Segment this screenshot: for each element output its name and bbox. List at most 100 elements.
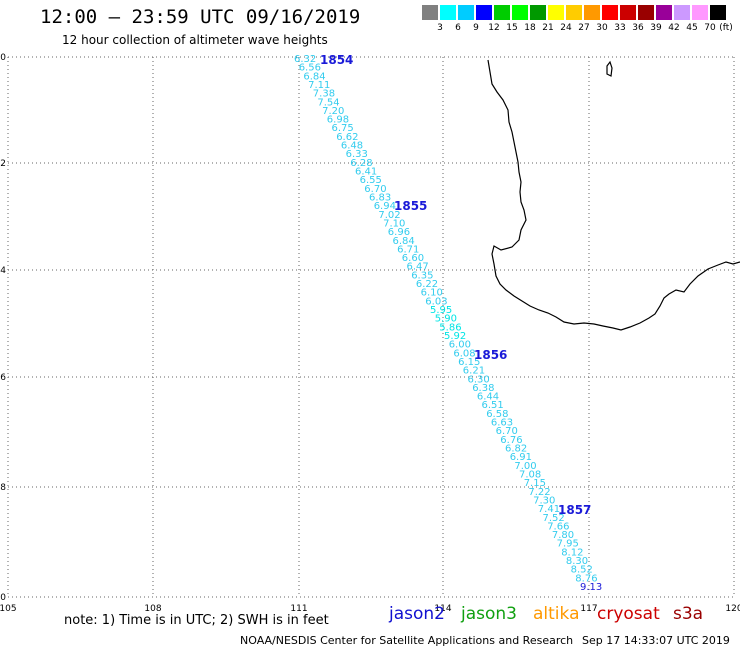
legend-swatch xyxy=(494,5,510,20)
swh-value: 7.54 xyxy=(317,97,339,108)
swh-value: 6.32 xyxy=(294,54,316,65)
lat-label: -32 xyxy=(0,159,6,169)
swh-value: 7.08 xyxy=(519,470,541,481)
page-title: 12:00 – 23:59 UTC 09/16/2019 xyxy=(40,6,361,28)
satellite-track: 6.326.566.847.117.387.547.206.986.756.62… xyxy=(294,54,602,593)
swh-value: 6.70 xyxy=(364,184,386,195)
coastline-western-australia xyxy=(487,59,740,331)
swh-value: 7.52 xyxy=(543,513,565,524)
swh-value: 7.10 xyxy=(383,219,405,230)
satellite-s3a: s3a xyxy=(673,604,704,624)
legend-swatch xyxy=(620,5,636,20)
legend-label: 70 xyxy=(704,23,716,33)
swh-value: 6.00 xyxy=(449,340,471,351)
swh-value: 6.58 xyxy=(486,409,508,420)
legend-swatch xyxy=(584,5,600,20)
satellite-altika: altika xyxy=(533,604,580,624)
legend-unit: (ft) xyxy=(719,23,733,33)
swh-value: 9.13 xyxy=(580,582,602,593)
legend-swatch xyxy=(602,5,618,20)
legend-label: 27 xyxy=(578,23,590,33)
swh-value: 7.20 xyxy=(322,106,344,117)
legend-swatch xyxy=(638,5,654,20)
legend-label: 3 xyxy=(437,23,443,33)
swh-value: 6.35 xyxy=(411,270,433,281)
legend-label: 12 xyxy=(488,23,500,33)
lat-label: -38 xyxy=(0,483,6,493)
legend-label: 18 xyxy=(524,23,536,33)
satellite-jason3: jason3 xyxy=(461,604,517,624)
swh-value: 8.12 xyxy=(561,547,583,558)
satellite-cryosat: cryosat xyxy=(597,604,660,624)
swh-value: 7.11 xyxy=(308,80,330,91)
legend-swatch xyxy=(476,5,492,20)
swh-value: 6.22 xyxy=(416,279,438,290)
swh-value: 7.15 xyxy=(524,478,546,489)
swh-value: 7.80 xyxy=(552,530,574,541)
lon-label: 120 xyxy=(725,604,740,614)
swh-value: 7.02 xyxy=(378,210,400,221)
swh-value: 7.66 xyxy=(547,521,569,532)
swh-value: 6.98 xyxy=(327,115,349,126)
swh-value: 6.96 xyxy=(388,227,410,238)
swh-value: 6.91 xyxy=(510,452,532,463)
legend-label: 9 xyxy=(473,23,479,33)
swh-value: 8.30 xyxy=(566,556,588,567)
lon-label: 114 xyxy=(434,604,451,614)
swh-value: 7.30 xyxy=(533,495,555,506)
legend-swatch xyxy=(458,5,474,20)
grid-lines xyxy=(7,56,735,598)
legend-label: 39 xyxy=(650,23,662,33)
swh-value: 6.55 xyxy=(360,175,382,186)
legend-label: 21 xyxy=(542,23,554,33)
time-label: 1855 xyxy=(394,199,427,213)
swh-value: 6.03 xyxy=(425,296,447,307)
swh-value: 5.95 xyxy=(430,305,452,316)
lon-label: 111 xyxy=(290,604,307,614)
swh-value: 6.56 xyxy=(299,63,321,74)
swh-value: 6.62 xyxy=(336,132,358,143)
legend-swatch xyxy=(566,5,582,20)
legend-label: 36 xyxy=(632,23,644,33)
legend-swatch xyxy=(674,5,690,20)
swh-value: 6.70 xyxy=(496,426,518,437)
credit-text: NOAA/NESDIS Center for Satellite Applica… xyxy=(240,634,574,647)
swh-value: 6.38 xyxy=(472,383,494,394)
page-subtitle: 12 hour collection of altimeter wave hei… xyxy=(62,33,328,47)
swh-value: 6.28 xyxy=(350,158,372,169)
legend-label: 24 xyxy=(560,23,572,33)
legend-swatch xyxy=(656,5,672,20)
lat-label: -34 xyxy=(0,266,6,276)
swh-value: 6.51 xyxy=(482,400,504,411)
swh-value: 5.86 xyxy=(439,322,461,333)
legend-label: 33 xyxy=(614,23,626,33)
legend-label: 15 xyxy=(506,23,518,33)
axis-labels: -30 -32 -34 -36 -38 -40105 108 111 114 117 120 xyxy=(0,53,740,614)
footer-note: note: 1) Time is in UTC; 2) SWH is in fe… xyxy=(64,613,329,628)
legend-label: 45 xyxy=(686,23,698,33)
legend-swatch xyxy=(710,5,726,20)
swh-value: 8.52 xyxy=(571,565,593,576)
swh-value: 6.76 xyxy=(500,435,522,446)
coastline-islet xyxy=(606,60,613,77)
legend-label: 30 xyxy=(596,23,608,33)
time-labels: 1854 1855 1856 1857 xyxy=(320,53,591,517)
swh-value: 6.63 xyxy=(491,418,513,429)
lat-label: -36 xyxy=(0,373,6,383)
swh-value: 6.41 xyxy=(355,167,377,178)
swh-value: 6.10 xyxy=(421,288,443,299)
legend-label: 42 xyxy=(668,23,680,33)
swh-value: 6.44 xyxy=(477,392,499,403)
swh-value: 6.82 xyxy=(505,444,527,455)
legend-swatch xyxy=(422,5,438,20)
swh-value: 6.75 xyxy=(332,123,354,134)
legend-swatch xyxy=(548,5,564,20)
legend-label: 6 xyxy=(455,23,461,33)
swh-value: 7.41 xyxy=(538,504,560,515)
swh-value: 6.15 xyxy=(458,357,480,368)
swh-value: 6.84 xyxy=(303,71,325,82)
swh-value: 7.00 xyxy=(514,461,536,472)
lon-label: 117 xyxy=(580,604,597,614)
legend-swatch xyxy=(440,5,456,20)
